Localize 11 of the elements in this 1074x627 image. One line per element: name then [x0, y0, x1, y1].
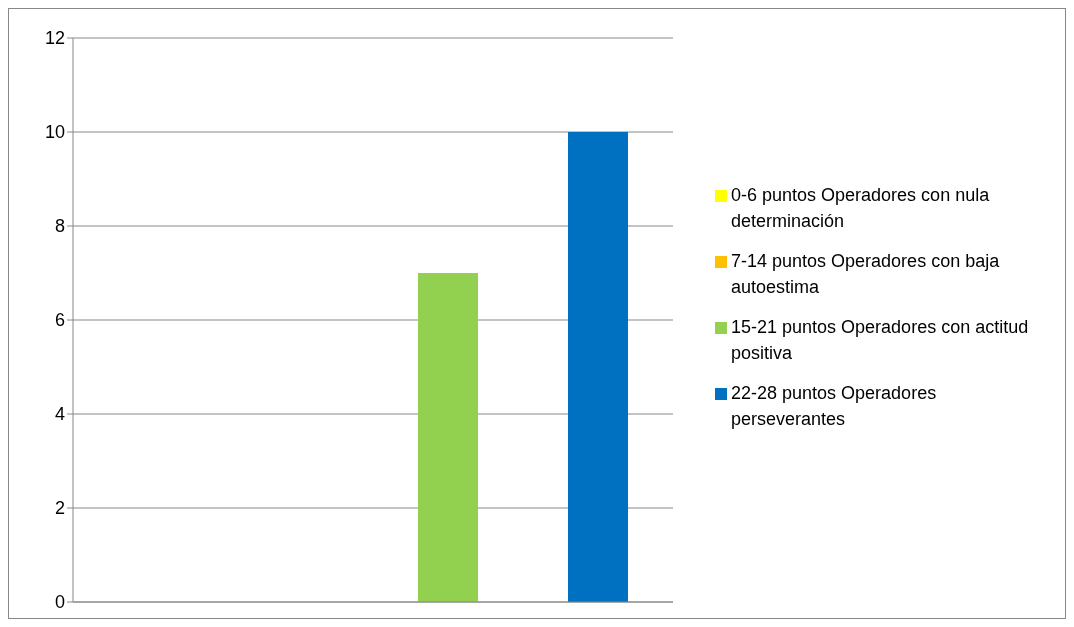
y-tick-label: 0: [54, 592, 65, 613]
y-tick-label: 6: [54, 310, 65, 331]
y-tick-label: 2: [54, 498, 65, 519]
legend-label: 22-28 puntos Operadores perseverantes: [731, 381, 938, 431]
legend-label: 0-6 puntos Operadores con nula determinación: [731, 183, 991, 233]
legend-label: 7-14 puntos Operadores con baja autoestima: [731, 249, 1001, 299]
legend-label: 15-21 puntos Operadores con actitud positiva: [731, 315, 1030, 365]
y-tick-label: 12: [44, 28, 65, 49]
y-tick-label: 4: [54, 404, 65, 425]
y-tick-label: 8: [54, 216, 65, 237]
y-tick-label: 10: [44, 122, 65, 143]
